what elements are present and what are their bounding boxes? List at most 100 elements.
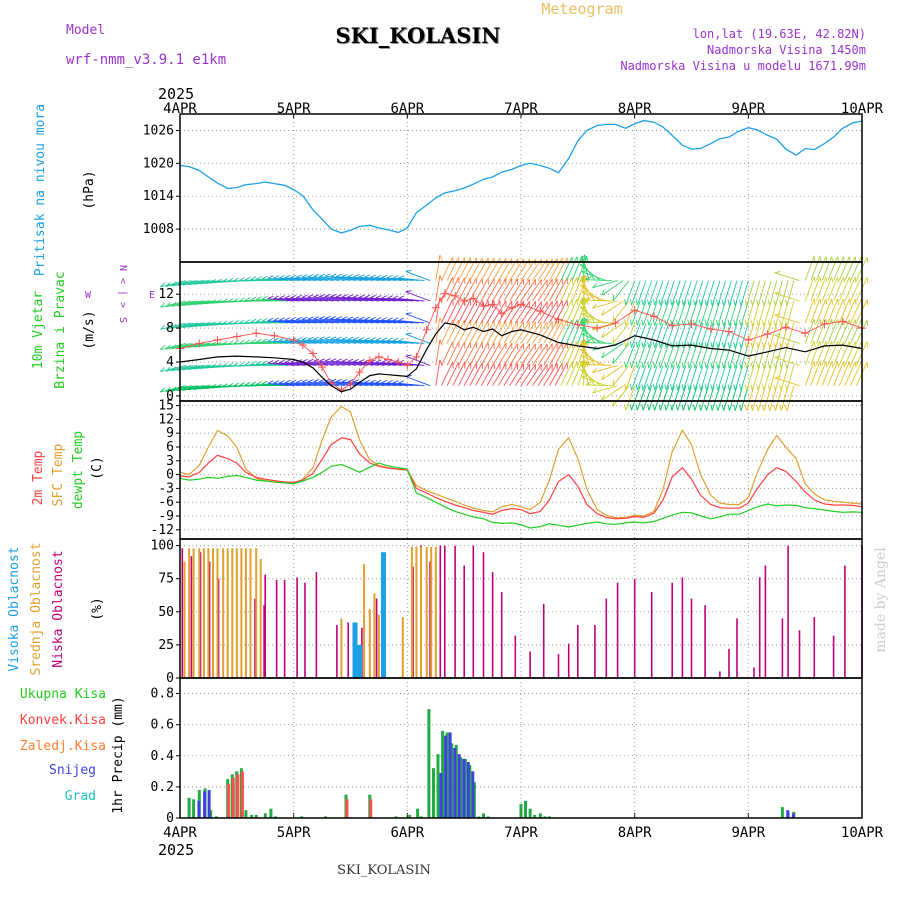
wind-arrow xyxy=(492,342,507,366)
y-tick-label: 12 xyxy=(158,412,174,427)
wind-arrow xyxy=(566,256,578,281)
cloud-bar-high xyxy=(352,622,358,678)
wind-arrow xyxy=(780,365,789,391)
pressure-ticks: 1008 1014 1020 1026 xyxy=(143,123,180,237)
wind-arrow-head xyxy=(336,378,342,383)
wind-arrow xyxy=(786,300,795,327)
wind-arrow xyxy=(336,296,362,302)
wind-arrow-head xyxy=(774,376,781,379)
wind-arrow xyxy=(452,299,465,324)
cloud-bar-low xyxy=(412,566,414,678)
cloud-bar-mid xyxy=(255,548,258,678)
wind-arrow xyxy=(769,280,778,306)
wind-arrow xyxy=(682,365,692,391)
wind-arrow xyxy=(671,343,681,369)
wind-arrow xyxy=(631,365,641,391)
wind-arrow-head xyxy=(392,275,399,279)
pressure-line xyxy=(179,119,863,234)
wind-arrow-head xyxy=(744,362,748,369)
precip-bar-total xyxy=(538,813,542,818)
wind-arrow xyxy=(592,364,618,374)
wind-arrow xyxy=(520,343,536,366)
cloud-bar-low xyxy=(719,671,721,678)
wind-arrow xyxy=(301,361,328,366)
day-label-top: 5APR xyxy=(277,101,311,117)
wind-arrow-head xyxy=(710,299,713,306)
wind-arrow-head xyxy=(387,274,393,279)
wind-arrow-head xyxy=(405,290,412,293)
y-tick-label: 1014 xyxy=(143,189,174,204)
precip-bar-snow xyxy=(203,791,207,818)
wind-arrow xyxy=(475,342,489,366)
wind-arrow xyxy=(560,277,573,302)
wind-arrow-head xyxy=(580,326,587,329)
compass-north: N xyxy=(117,265,128,271)
precip-panel: 0 0.2 0.4 0.6 0.8 Ukupna Kisa Konvek.Kisa Za… xyxy=(20,678,862,826)
wind-arrow-head xyxy=(165,344,171,350)
wind-arrow xyxy=(554,362,568,386)
wind-arrow xyxy=(324,338,351,344)
cloud-bar-low xyxy=(787,545,789,678)
wind-arrow xyxy=(833,361,844,386)
wind-arrow-head xyxy=(375,295,382,299)
wind-arrow-head xyxy=(193,300,199,305)
precip-bar-total xyxy=(269,808,273,818)
precip-bar-total xyxy=(528,808,532,818)
wind-arrow-head xyxy=(756,320,759,327)
wind-arrow xyxy=(256,363,283,366)
wind-arrow-head xyxy=(739,299,742,306)
wind-arrow xyxy=(579,349,601,366)
wind-arrow-head xyxy=(341,273,348,278)
wind-arrow-head xyxy=(704,404,707,411)
meteogram-label: Meteogram xyxy=(541,0,622,18)
cloud-bar-low xyxy=(208,561,211,678)
wind-arrow-head xyxy=(721,319,725,327)
wind-arrow xyxy=(554,320,568,344)
temp-ylabel-2: SFC Temp xyxy=(51,444,66,507)
cloud-bar-low xyxy=(753,667,755,678)
wind-arrow xyxy=(284,277,311,282)
wind-arrow xyxy=(636,300,647,326)
wind-arrow-head xyxy=(398,317,405,322)
cloud-bar-low xyxy=(217,578,220,678)
wind-arrow xyxy=(405,355,431,366)
wind-arrow xyxy=(341,296,368,302)
wind-arrow xyxy=(810,298,821,324)
wind-arrow-head xyxy=(405,269,412,272)
cloud-bar-mid xyxy=(235,548,238,678)
wind-arrow-head xyxy=(256,318,262,323)
wind-arrow-head xyxy=(319,358,325,362)
wind-arrow xyxy=(446,341,459,366)
wind-arrow xyxy=(353,296,379,302)
wind-arrow-head xyxy=(205,299,211,305)
y-tick-label: 0.6 xyxy=(151,718,174,733)
wind-arrow xyxy=(816,298,827,324)
wind-arrow-head xyxy=(584,254,588,261)
wind-arrow-head xyxy=(370,359,376,363)
wind-arrow xyxy=(526,301,542,324)
wind-arrow xyxy=(688,280,698,306)
cloud-bar-low xyxy=(472,545,475,678)
wind-arrow xyxy=(486,278,501,302)
wind-arrow xyxy=(267,277,294,282)
gust-marker xyxy=(270,331,279,340)
wind-arrow xyxy=(307,381,334,387)
wind-arrow xyxy=(844,319,856,344)
cloud-unit: (%) xyxy=(90,597,105,620)
cloud-bar-mid xyxy=(340,618,343,678)
wind-arrow xyxy=(463,342,477,366)
wind-arrow-head xyxy=(580,369,587,371)
wind-arrow xyxy=(612,280,630,302)
wind-arrow-head xyxy=(681,404,684,411)
wind-arrow xyxy=(520,279,536,302)
day-label-bottom: 10APR xyxy=(841,825,884,841)
gust-marker xyxy=(431,303,440,312)
y-tick-label: 1020 xyxy=(143,156,174,171)
wind-arrow-head xyxy=(341,294,348,298)
wind-arrow xyxy=(497,363,513,386)
wind-arrow xyxy=(774,272,800,282)
wind-arrow-head xyxy=(819,298,822,305)
precip-bar-convective xyxy=(240,771,244,818)
wind-arrow-head xyxy=(353,294,359,298)
